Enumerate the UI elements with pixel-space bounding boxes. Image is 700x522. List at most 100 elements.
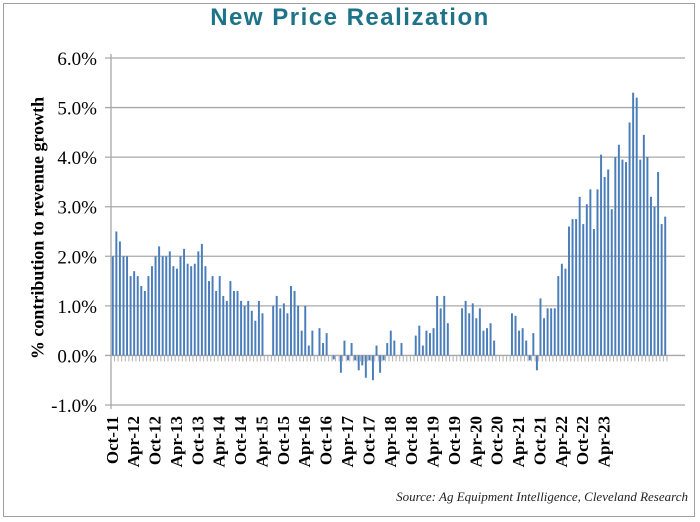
bar: [332, 355, 335, 360]
bar: [510, 313, 513, 356]
bar: [617, 144, 620, 356]
bar: [596, 189, 599, 356]
bar: [525, 340, 528, 356]
bar: [660, 224, 663, 356]
bar: [429, 333, 431, 356]
bar: [304, 305, 307, 356]
bar: [414, 335, 417, 356]
bar: [461, 308, 464, 356]
bar: [560, 263, 563, 356]
bar: [282, 303, 285, 356]
bar: [475, 318, 478, 356]
x-tick-label: Apr-18: [381, 416, 400, 467]
x-tick-label: Apr-23: [595, 416, 614, 467]
bar: [126, 256, 129, 356]
bar: [543, 318, 546, 356]
bar: [186, 263, 189, 356]
bar: [642, 134, 645, 356]
bar: [179, 256, 182, 356]
y-tick-labels: -1.0% 0.0% 1.0% 2.0% 3.0% 4.0% 5.0% 6.0%: [51, 49, 97, 417]
x-tick-label: Oct-11: [103, 416, 122, 464]
bar: [361, 355, 364, 366]
bar: [425, 330, 428, 356]
bar: [568, 226, 570, 356]
bar: [621, 159, 624, 356]
bar: [247, 300, 250, 356]
bar: [297, 305, 300, 356]
x-tick-label: Oct-20: [488, 416, 507, 465]
x-tick-label: Apr-17: [338, 416, 357, 468]
bar: [493, 340, 496, 356]
bar: [632, 92, 635, 356]
bar: [364, 355, 367, 378]
bar: [471, 303, 474, 356]
bar: [339, 355, 342, 373]
bar: [168, 251, 171, 356]
bar: [657, 172, 660, 356]
bar: [514, 315, 517, 356]
x-tick-label: Apr-16: [295, 416, 314, 467]
bar: [439, 308, 442, 356]
bar: [443, 295, 446, 356]
bar: [486, 328, 488, 356]
bar: [546, 308, 549, 356]
x-tick-label: Oct-22: [573, 416, 592, 465]
bar: [350, 343, 353, 356]
bar: [482, 330, 485, 356]
bar: [208, 281, 210, 356]
bar: [158, 246, 161, 356]
bar: [603, 176, 606, 356]
bar: [539, 298, 542, 356]
bar: [371, 355, 374, 381]
bar: [190, 266, 193, 356]
chart-title: New Price Realization: [210, 4, 490, 31]
bar: [250, 310, 253, 356]
bar: [446, 323, 449, 356]
x-tick-label: Oct-12: [146, 416, 165, 465]
bar: [272, 305, 275, 356]
bar: [600, 154, 603, 356]
x-tick-label: Apr-13: [167, 416, 186, 467]
chart-frame: [3, 3, 695, 517]
y-tick-label: 6.0%: [57, 49, 97, 70]
bar: [564, 268, 567, 356]
bar: [175, 268, 178, 356]
bar: [379, 355, 382, 373]
bar: [535, 355, 538, 371]
bar: [368, 355, 371, 361]
bar: [279, 308, 282, 356]
x-tick-label: Oct-13: [188, 416, 207, 465]
bar: [389, 330, 392, 356]
bar: [575, 219, 578, 356]
bar: [610, 209, 613, 356]
bar: [386, 343, 389, 356]
bar: [468, 313, 471, 356]
bar: [140, 286, 143, 356]
bar: [222, 295, 225, 356]
bar: [489, 323, 492, 356]
y-tick-label: -1.0%: [51, 396, 97, 417]
y-tick-label: 5.0%: [57, 99, 97, 120]
bar: [592, 229, 595, 356]
bar: [118, 241, 121, 356]
bar: [557, 276, 560, 356]
bar: [635, 97, 638, 356]
bar: [375, 345, 378, 356]
bar: [553, 308, 556, 356]
bar: [200, 243, 203, 356]
x-tick-label: Oct-15: [274, 416, 293, 465]
bar: [585, 204, 588, 356]
bar: [639, 159, 642, 356]
bar: [382, 355, 385, 361]
bar: [528, 355, 531, 361]
bar: [240, 300, 243, 356]
y-tick-label: 4.0%: [57, 148, 97, 169]
bar: [582, 224, 585, 356]
x-tick-label: Oct-18: [402, 416, 421, 465]
bar: [197, 251, 200, 356]
bar: [589, 189, 592, 356]
bar: [111, 256, 114, 356]
x-tick-label: Apr-12: [124, 416, 143, 467]
bar: [571, 219, 574, 356]
